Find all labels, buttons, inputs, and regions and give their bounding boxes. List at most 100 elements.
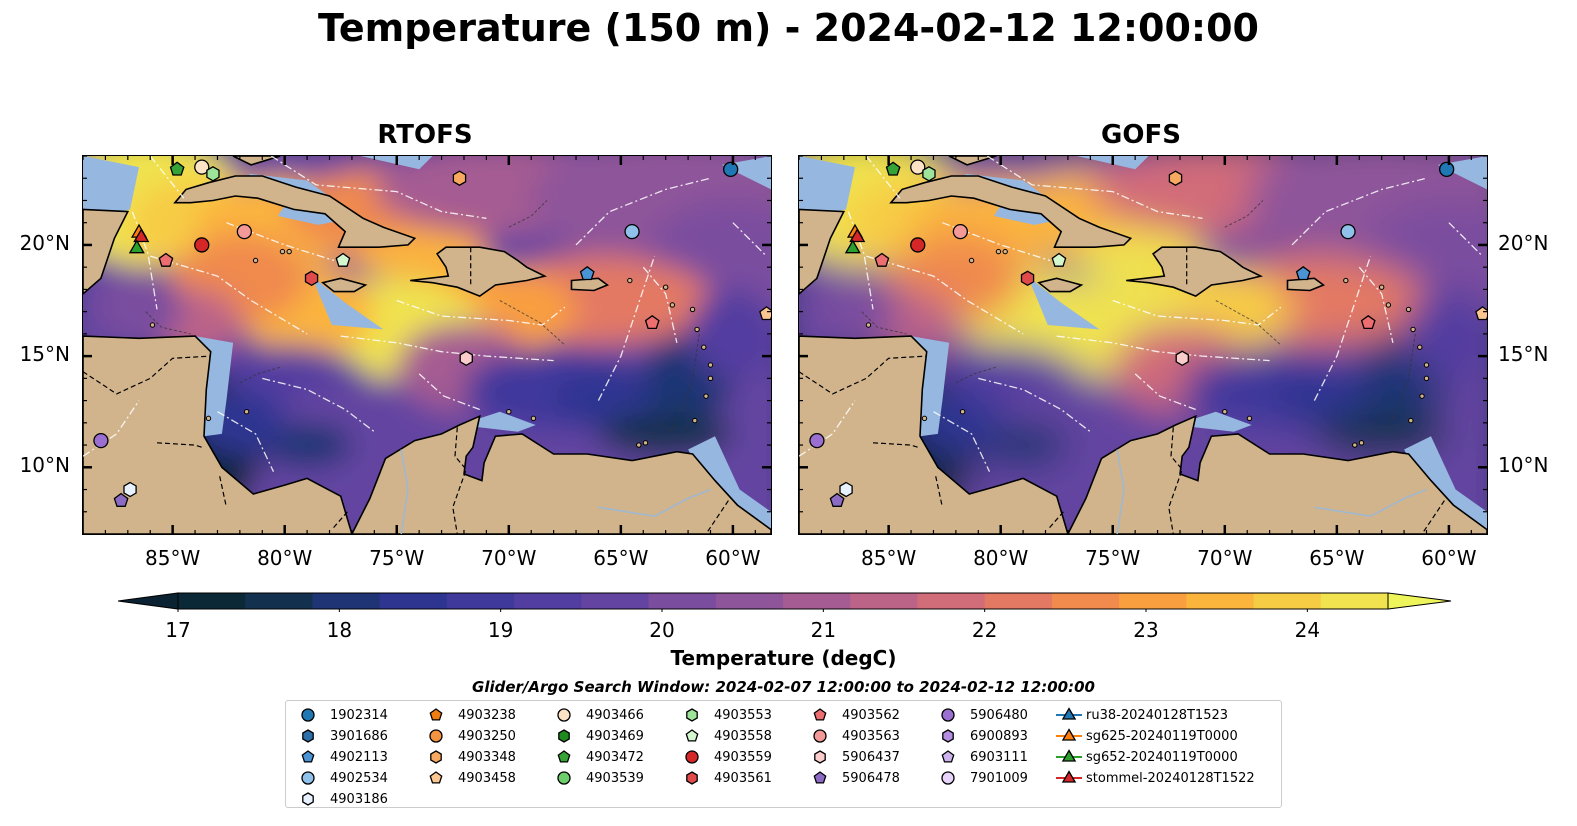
pentagon-marker <box>1295 265 1311 281</box>
circle-marker <box>910 237 926 253</box>
legend-label: 5906478 <box>842 771 900 786</box>
map-panel-gofs[interactable] <box>798 155 1488 535</box>
legend-label: 5906480 <box>970 708 1028 723</box>
lon-tick-label: 65°W <box>1309 546 1365 570</box>
circle-marker <box>194 237 210 253</box>
legend-label: 4903238 <box>458 708 516 723</box>
pentagon-marker <box>813 708 827 721</box>
pentagon-icon <box>557 750 571 763</box>
triangle-marker <box>844 239 861 254</box>
lat-tick-label-right: 10°N <box>1498 453 1549 478</box>
hexagon-icon <box>814 750 826 764</box>
pentagon-icon <box>429 708 443 721</box>
colorbar-tick-label: 19 <box>487 618 514 642</box>
hexagon-icon <box>686 708 698 722</box>
triangle-marker <box>1061 707 1077 720</box>
hexagon-marker <box>302 729 314 743</box>
pentagon-icon <box>813 771 827 784</box>
panel-title-rtofs: RTOFS <box>377 120 473 150</box>
hexagon-marker <box>558 729 570 743</box>
legend-label: ru38-20240128T1523 <box>1086 708 1229 723</box>
circle-marker <box>236 223 253 240</box>
search-window-text: Glider/Argo Search Window: 2024-02-07 12… <box>472 678 1095 696</box>
panel-title-gofs: GOFS <box>1101 120 1181 150</box>
circle-marker <box>910 159 926 175</box>
triangle-icon <box>1056 749 1082 762</box>
lon-tick-label: 80°W <box>973 546 1029 570</box>
colorbar-bin <box>715 593 784 609</box>
circle-marker <box>809 432 825 449</box>
lon-tick-label: 75°W <box>369 546 425 570</box>
legend-label: 4903563 <box>842 729 900 744</box>
legend-label: 4903558 <box>714 729 772 744</box>
circle-marker <box>557 771 571 785</box>
lon-tick-label: 65°W <box>593 546 649 570</box>
circle-icon <box>301 771 315 785</box>
lat-tick-label-left: 10°N <box>19 453 70 478</box>
lon-tick-label: 80°W <box>257 546 313 570</box>
pentagon-marker <box>429 708 443 721</box>
colorbar-bin <box>514 593 582 609</box>
map-canvas-rtofs <box>83 156 771 534</box>
colorbar-bin <box>984 593 1053 609</box>
circle-marker <box>557 708 571 722</box>
hexagon-marker <box>814 750 826 764</box>
colorbar-extend-low <box>118 592 179 610</box>
pentagon-icon <box>813 708 827 721</box>
legend-label: 7901009 <box>970 771 1028 786</box>
colorbar-bin <box>1186 593 1255 609</box>
colorbar-bin <box>917 593 986 609</box>
legend-label: 3901686 <box>330 729 388 744</box>
lat-tick-label-left: 15°N <box>19 342 70 367</box>
pentagon-marker <box>759 306 771 321</box>
pentagon-marker <box>169 161 185 176</box>
colorbar-tick-label: 20 <box>649 618 675 642</box>
circle-icon <box>941 771 955 785</box>
hexagon-marker <box>1020 270 1035 287</box>
colorbar-bin <box>648 593 717 609</box>
colorbar-tick-label: 21 <box>810 618 837 642</box>
legend-label: 4902534 <box>330 771 388 786</box>
hexagon-marker <box>459 350 473 367</box>
lat-tick-label-left: 20°N <box>19 230 70 255</box>
pentagon-marker <box>685 729 699 742</box>
pentagon-marker <box>1360 314 1376 330</box>
legend-label: 5906437 <box>842 750 900 765</box>
colorbar-tick-label: 24 <box>1294 618 1321 642</box>
circle-icon <box>557 771 571 785</box>
hexagon-marker <box>1168 170 1183 186</box>
triangle-marker <box>849 228 866 243</box>
colorbar-label: Temperature (degC) <box>670 646 897 670</box>
circle-marker <box>941 708 955 722</box>
lon-tick-label: 85°W <box>145 546 201 570</box>
hexagon-icon <box>302 792 314 806</box>
colorbar-bin <box>245 593 313 609</box>
pentagon-marker <box>644 314 660 330</box>
colorbar-bin <box>1320 593 1389 609</box>
triangle-icon <box>1056 728 1082 741</box>
pentagon-marker <box>335 252 351 267</box>
lon-tick-label: 75°W <box>1085 546 1141 570</box>
pentagon-marker <box>429 771 443 784</box>
legend-label: 4903250 <box>458 729 516 744</box>
colorbar-tick-label: 17 <box>165 618 191 642</box>
pentagon-marker <box>874 252 890 267</box>
legend-label: 4903562 <box>842 708 900 723</box>
triangle-marker <box>1061 749 1077 762</box>
legend-label: 6900893 <box>970 729 1028 744</box>
lon-tick-label: 70°W <box>1197 546 1253 570</box>
hexagon-icon <box>430 750 442 764</box>
circle-marker <box>685 750 699 764</box>
circle-marker <box>723 161 739 177</box>
pentagon-marker <box>301 750 315 763</box>
circle-icon <box>301 708 315 722</box>
circle-marker <box>952 223 969 240</box>
map-panel-rtofs[interactable] <box>82 155 772 535</box>
pentagon-icon <box>685 729 699 742</box>
legend-label: 4903559 <box>714 750 772 765</box>
legend-label: 6903111 <box>970 750 1028 765</box>
legend-label: 4903539 <box>586 771 644 786</box>
circle-marker <box>1439 161 1455 177</box>
circle-marker <box>624 223 640 240</box>
hexagon-marker <box>839 481 853 498</box>
